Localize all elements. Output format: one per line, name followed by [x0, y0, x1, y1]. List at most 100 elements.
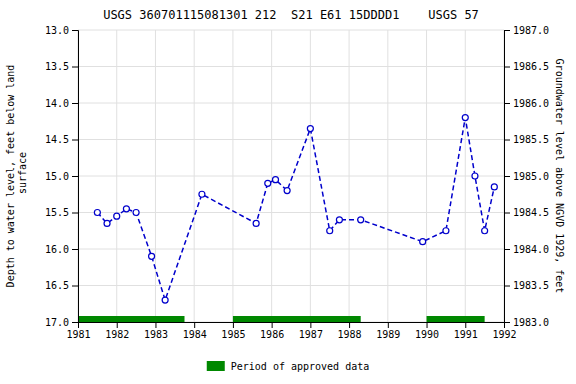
- data-point: [307, 126, 313, 132]
- tick-mark: [427, 322, 428, 328]
- axis-line: [505, 31, 511, 323]
- tick: 1985.0: [504, 171, 549, 182]
- legend: Period of approved data: [207, 361, 369, 372]
- title: USGS 360701115081301 212 S21 E61 15DDDD1…: [103, 8, 479, 22]
- data-point: [284, 188, 290, 194]
- tick: 1983.5: [504, 280, 549, 291]
- data-point: [491, 184, 497, 190]
- period-bar: [233, 316, 361, 322]
- data-point: [420, 239, 426, 245]
- tick-mark: [72, 140, 78, 141]
- tick-mark: [72, 213, 78, 214]
- tick: 1982: [105, 322, 129, 340]
- tick-label: 1983.0: [513, 317, 549, 328]
- tick-mark: [310, 322, 311, 328]
- tick: 1985.5: [504, 134, 549, 145]
- tick: 17.0: [45, 317, 78, 328]
- tick-label: 1985.5: [513, 134, 549, 145]
- tick-label: 1984.0: [513, 244, 549, 255]
- tick-mark: [504, 249, 510, 250]
- tick-mark: [155, 322, 156, 328]
- tick-label: 14.5: [45, 134, 69, 145]
- data-point: [358, 217, 364, 223]
- axis-line: [72, 31, 79, 323]
- tick-label: 1992: [492, 329, 516, 340]
- data-point: [94, 210, 100, 216]
- data-point: [123, 206, 129, 212]
- data-point: [443, 228, 449, 234]
- tick-label: 1986.5: [513, 61, 549, 72]
- tick-label: 1982: [105, 329, 129, 340]
- tick: 1987: [299, 322, 323, 340]
- tick-mark: [72, 322, 78, 323]
- tick-label: 15.5: [45, 207, 69, 218]
- tick-label: 1984: [183, 329, 207, 340]
- data-point: [149, 253, 155, 259]
- tick: 14.5: [45, 134, 78, 145]
- tick-label: 1988: [338, 329, 362, 340]
- tick-mark: [72, 249, 78, 250]
- tick-label: 16.5: [45, 280, 69, 291]
- y2-axis: 1983.0 1983.5 1984.0 1984.5 1985.0 1985.5 1986…: [504, 25, 549, 328]
- data-point: [462, 115, 468, 121]
- x-axis: 1981 1982 1983 1984 1985 1986 1987 1988 1989 1990…: [66, 322, 516, 340]
- legend-item: Period of approved data: [207, 361, 369, 372]
- grid-line: [78, 103, 504, 104]
- tick-mark: [504, 213, 510, 214]
- tick: 16.0: [45, 244, 78, 255]
- tick: 1985: [221, 322, 245, 340]
- y2-axis-label: Groundwater level above NGVD 1929, feet: [554, 59, 565, 294]
- tick-mark: [233, 322, 234, 328]
- tick: 1990: [415, 322, 439, 340]
- data-point: [133, 210, 139, 216]
- y-axis: 13.013.514.014.515.015.516.016.517.0: [45, 25, 79, 328]
- tick-mark: [72, 176, 78, 177]
- grid-line: [78, 66, 504, 67]
- tick-label: 1990: [415, 329, 439, 340]
- tick-mark: [117, 322, 118, 328]
- tick-mark: [388, 322, 389, 328]
- tick-label: 1984.5: [513, 207, 549, 218]
- tick-mark: [504, 30, 510, 31]
- period-bar: [78, 316, 185, 322]
- data-point: [472, 173, 478, 179]
- axis-line: [79, 323, 505, 329]
- data-point: [162, 297, 168, 303]
- data-point: [253, 220, 259, 226]
- legend-label: Period of approved data: [231, 361, 369, 372]
- tick-mark: [72, 67, 78, 68]
- chart: 1981 1982 1983 1984 1985 1986 1987 1988 1989 1990…: [0, 0, 576, 384]
- tick-label: 17.0: [45, 317, 69, 328]
- tick-mark: [504, 140, 510, 141]
- tick-label: 1983.5: [513, 280, 549, 291]
- tick-mark: [72, 286, 78, 287]
- tick: 1988: [338, 322, 362, 340]
- tick: 1984: [183, 322, 207, 340]
- tick: 13.5: [45, 61, 78, 72]
- tick-label: 1983: [144, 329, 168, 340]
- data-point: [336, 217, 342, 223]
- plot: 1981 1982 1983 1984 1985 1986 1987 1988 1989 1990…: [5, 25, 565, 340]
- chart-container: 1981 1982 1983 1984 1985 1986 1987 1988 1989 1990…: [0, 0, 576, 384]
- tick-label: 14.0: [45, 98, 69, 109]
- data-point: [114, 213, 120, 219]
- tick: 1983: [144, 322, 168, 340]
- grid-line: [78, 285, 504, 286]
- tick-label: 16.0: [45, 244, 69, 255]
- tick-label: 1985: [221, 329, 245, 340]
- tick-label: 1981: [66, 329, 90, 340]
- tick: 1983.0: [504, 317, 549, 328]
- data-line: [97, 118, 494, 301]
- tick-mark: [504, 322, 510, 323]
- tick: 1989: [376, 322, 400, 340]
- tick-label: 1986: [260, 329, 284, 340]
- tick: 1984.5: [504, 207, 549, 218]
- tick: 14.0: [45, 98, 78, 109]
- tick: 1981: [66, 322, 90, 340]
- data-point: [327, 228, 333, 234]
- tick-mark: [194, 322, 195, 328]
- tick: 1984.0: [504, 244, 549, 255]
- data-point: [199, 191, 205, 197]
- tick-mark: [504, 103, 510, 104]
- tick-mark: [72, 103, 78, 104]
